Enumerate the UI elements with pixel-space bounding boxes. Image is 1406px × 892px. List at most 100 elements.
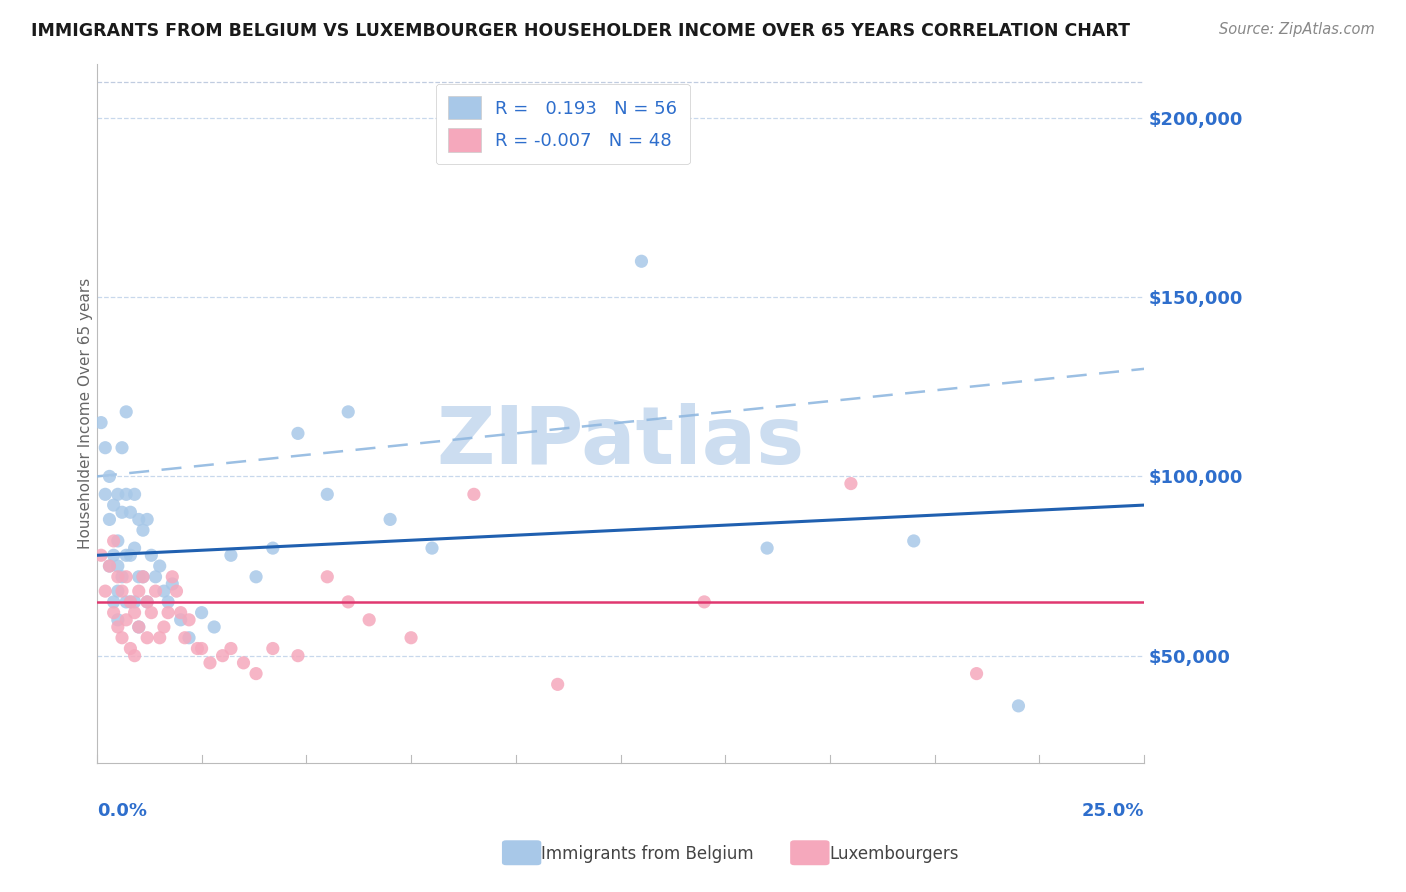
- Point: [177, 613, 200, 627]
- Point: [149, 559, 172, 574]
- Point: [756, 541, 779, 555]
- Point: [111, 570, 134, 584]
- Point: [693, 595, 716, 609]
- Point: [153, 584, 176, 599]
- Point: [262, 541, 284, 555]
- Point: [107, 584, 129, 599]
- Point: [94, 487, 117, 501]
- Point: [103, 533, 125, 548]
- Point: [245, 570, 267, 584]
- Point: [903, 533, 925, 548]
- Point: [107, 487, 129, 501]
- Point: [94, 441, 117, 455]
- Text: 25.0%: 25.0%: [1081, 802, 1144, 820]
- Point: [337, 405, 360, 419]
- Point: [359, 613, 381, 627]
- Point: [169, 606, 191, 620]
- Point: [136, 512, 159, 526]
- Point: [98, 469, 121, 483]
- Point: [136, 631, 159, 645]
- Point: [169, 613, 191, 627]
- Point: [120, 595, 142, 609]
- Point: [128, 620, 150, 634]
- Point: [103, 606, 125, 620]
- Point: [111, 505, 134, 519]
- Point: [90, 549, 112, 563]
- Point: [124, 487, 146, 501]
- Point: [111, 584, 134, 599]
- Point: [128, 620, 150, 634]
- Point: [966, 666, 988, 681]
- Point: [141, 549, 163, 563]
- Point: [124, 606, 146, 620]
- Point: [132, 570, 155, 584]
- Point: [90, 416, 112, 430]
- Point: [145, 584, 167, 599]
- Point: [115, 487, 138, 501]
- Point: [162, 577, 184, 591]
- Point: [287, 426, 309, 441]
- Text: 0.0%: 0.0%: [97, 802, 146, 820]
- Point: [839, 476, 862, 491]
- Point: [115, 405, 138, 419]
- Point: [287, 648, 309, 663]
- Point: [120, 595, 142, 609]
- Point: [128, 584, 150, 599]
- Point: [262, 641, 284, 656]
- Point: [111, 631, 134, 645]
- Point: [316, 570, 339, 584]
- Point: [186, 641, 208, 656]
- Point: [420, 541, 443, 555]
- Point: [136, 595, 159, 609]
- Point: [115, 570, 138, 584]
- Point: [103, 498, 125, 512]
- Point: [145, 570, 167, 584]
- Point: [120, 505, 142, 519]
- Point: [128, 570, 150, 584]
- Text: ZIPatlas: ZIPatlas: [436, 402, 804, 481]
- Y-axis label: Householder Income Over 65 years: Householder Income Over 65 years: [79, 278, 93, 549]
- Point: [107, 533, 129, 548]
- Point: [132, 570, 155, 584]
- Point: [153, 620, 176, 634]
- Point: [173, 631, 195, 645]
- Point: [128, 512, 150, 526]
- Text: Immigrants from Belgium: Immigrants from Belgium: [541, 845, 754, 863]
- Point: [124, 595, 146, 609]
- Legend: R =   0.193   N = 56, R = -0.007   N = 48: R = 0.193 N = 56, R = -0.007 N = 48: [436, 84, 690, 164]
- Point: [190, 641, 212, 656]
- Point: [111, 441, 134, 455]
- Point: [94, 584, 117, 599]
- Point: [463, 487, 485, 501]
- Point: [245, 666, 267, 681]
- Point: [157, 606, 180, 620]
- Point: [107, 613, 129, 627]
- Point: [136, 595, 159, 609]
- Point: [149, 631, 172, 645]
- Text: IMMIGRANTS FROM BELGIUM VS LUXEMBOURGER HOUSEHOLDER INCOME OVER 65 YEARS CORRELA: IMMIGRANTS FROM BELGIUM VS LUXEMBOURGER …: [31, 22, 1130, 40]
- Point: [157, 595, 180, 609]
- Point: [120, 641, 142, 656]
- Point: [141, 606, 163, 620]
- Point: [98, 559, 121, 574]
- Point: [232, 656, 254, 670]
- Point: [1007, 698, 1029, 713]
- Point: [202, 620, 225, 634]
- Point: [132, 523, 155, 537]
- Point: [107, 620, 129, 634]
- Point: [177, 631, 200, 645]
- Text: Source: ZipAtlas.com: Source: ZipAtlas.com: [1219, 22, 1375, 37]
- Point: [115, 595, 138, 609]
- Point: [219, 641, 242, 656]
- Point: [630, 254, 652, 268]
- Point: [115, 549, 138, 563]
- Point: [107, 570, 129, 584]
- Point: [211, 648, 233, 663]
- Point: [547, 677, 569, 691]
- Point: [98, 559, 121, 574]
- Text: Luxembourgers: Luxembourgers: [830, 845, 959, 863]
- Point: [103, 549, 125, 563]
- Point: [378, 512, 401, 526]
- Point: [124, 541, 146, 555]
- Point: [399, 631, 422, 645]
